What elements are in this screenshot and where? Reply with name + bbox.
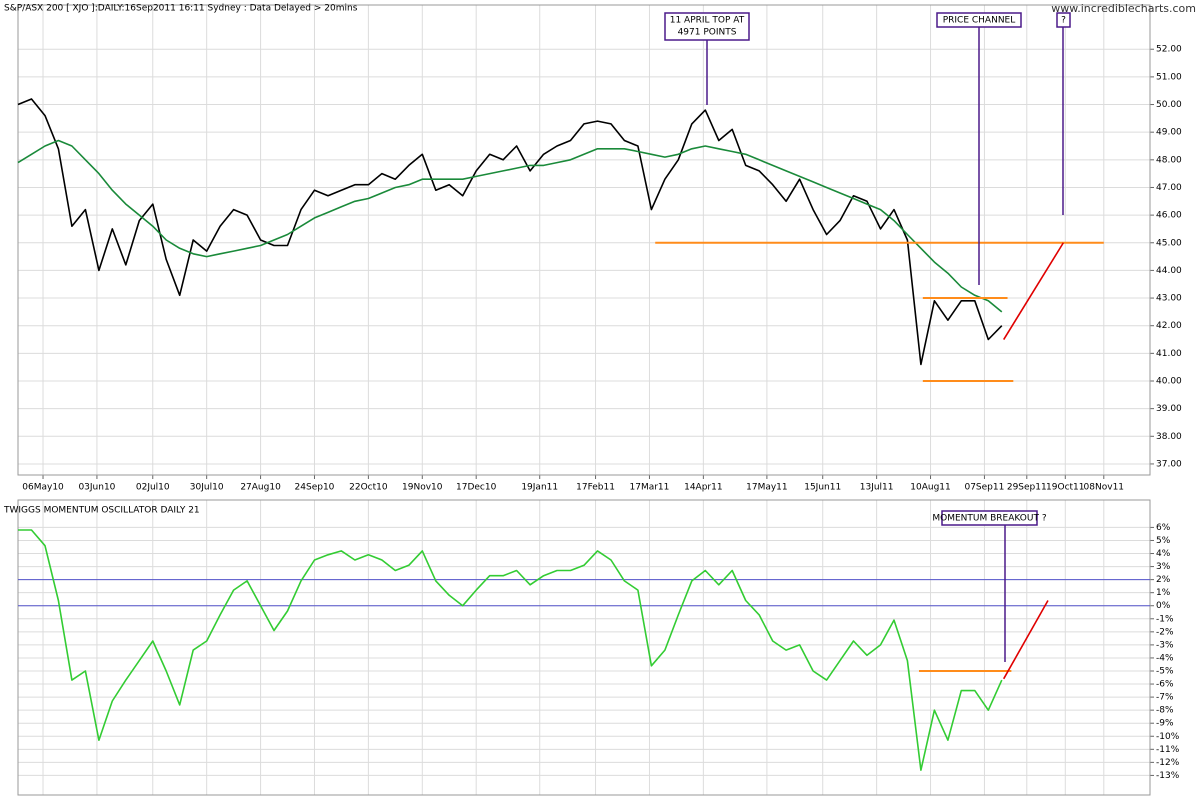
y-tick-label: -5% — [1156, 666, 1174, 676]
annotation-text: MOMENTUM BREAKOUT ? — [932, 514, 1046, 524]
x-tick-label: 07Sep11 — [964, 483, 1004, 493]
y-tick-label: 5% — [1156, 536, 1171, 546]
y-tick-label: -12% — [1156, 758, 1180, 768]
panel-title: S&P/ASX 200 [ XJO ]:DAILY:16Sep2011 16:1… — [4, 4, 358, 14]
x-tick-label: 24Sep10 — [295, 483, 335, 493]
y-tick-label: 37.00 — [1156, 459, 1182, 469]
y-tick-label: 1% — [1156, 588, 1171, 598]
x-tick-label: 17Feb11 — [576, 483, 615, 493]
y-tick-label: 38.00 — [1156, 432, 1182, 442]
x-tick-label: 03Jun10 — [78, 483, 115, 493]
annotation-text: 4971 POINTS — [678, 28, 737, 38]
panel-title: TWIGGS MOMENTUM OSCILLATOR DAILY 21 — [3, 506, 200, 516]
x-tick-label: 17May11 — [746, 483, 788, 493]
x-tick-label: 10Aug11 — [910, 483, 950, 493]
x-tick-label: 27Aug10 — [240, 483, 281, 493]
y-tick-label: -6% — [1156, 680, 1174, 690]
y-tick-label: 50.00 — [1156, 100, 1182, 110]
y-tick-label: -10% — [1156, 732, 1180, 742]
annotation-box — [664, 12, 750, 41]
annotation-box — [1056, 12, 1071, 28]
y-tick-label: -4% — [1156, 653, 1174, 663]
series-line — [17, 98, 1003, 366]
annotation-box — [941, 510, 1038, 526]
plot-frame — [17, 499, 1151, 796]
y-tick-label: 41.00 — [1156, 349, 1182, 359]
series-line — [17, 139, 1003, 313]
y-tick-label: 4% — [1156, 549, 1171, 559]
y-tick-label: 51.00 — [1156, 72, 1182, 82]
x-tick-label: 30Jul10 — [190, 483, 224, 493]
y-tick-label: -9% — [1156, 719, 1174, 729]
y-tick-label: -1% — [1156, 614, 1174, 624]
y-tick-label: -8% — [1156, 706, 1174, 716]
x-tick-label: 19Oct11 — [1046, 483, 1084, 493]
y-tick-label: -2% — [1156, 627, 1174, 637]
x-tick-label: 19Nov10 — [402, 483, 443, 493]
x-tick-label: 19Jan11 — [521, 483, 558, 493]
y-tick-label: 0% — [1156, 601, 1171, 611]
x-tick-label: 13Jul11 — [860, 483, 894, 493]
y-tick-label: 52.00 — [1156, 45, 1182, 55]
x-tick-label: 29Sep11 — [1007, 483, 1047, 493]
y-tick-label: 40.00 — [1156, 377, 1182, 387]
x-tick-label: 15Jun11 — [804, 483, 841, 493]
x-tick-label: 17Mar11 — [630, 483, 670, 493]
series-line — [18, 529, 1003, 771]
y-tick-label: 49.00 — [1156, 128, 1182, 138]
y-tick-label: 43.00 — [1156, 294, 1182, 304]
trend-line — [1002, 600, 1049, 680]
y-tick-label: 3% — [1156, 562, 1171, 572]
y-tick-label: -7% — [1156, 693, 1174, 703]
y-tick-label: -11% — [1156, 745, 1180, 755]
annotation-text: PRICE CHANNEL — [943, 16, 1016, 26]
y-tick-label: -3% — [1156, 640, 1174, 650]
y-tick-label: 6% — [1156, 523, 1171, 533]
y-tick-label: 47.00 — [1156, 183, 1182, 193]
annotation-text: 11 APRIL TOP AT — [670, 16, 745, 26]
x-tick-label: 14Apr11 — [684, 483, 722, 493]
y-tick-label: 44.00 — [1156, 266, 1182, 276]
annotation-text: ? — [1061, 16, 1066, 26]
watermark: www.incrediblecharts.com — [1051, 2, 1196, 15]
x-tick-label: 06May10 — [22, 483, 64, 493]
x-tick-label: 08Nov11 — [1084, 483, 1124, 493]
y-tick-label: 42.00 — [1156, 321, 1182, 331]
y-tick-label: 39.00 — [1156, 404, 1182, 414]
x-tick-label: 02Jul10 — [136, 483, 170, 493]
y-tick-label: 2% — [1156, 575, 1171, 585]
x-tick-label: 17Dec10 — [456, 483, 497, 493]
plot-layer: 37.00 38.00 39.00 40.00 41.00 42.00 43.00 44.00… — [3, 2, 1196, 796]
y-tick-label: 48.00 — [1156, 155, 1182, 165]
y-tick-label: 45.00 — [1156, 238, 1182, 248]
plot-frame — [17, 4, 1151, 476]
trend-line — [1003, 242, 1065, 340]
annotation-box — [936, 12, 1022, 28]
y-tick-label: 46.00 — [1156, 211, 1182, 221]
x-tick-label: 22Oct10 — [349, 483, 388, 493]
y-tick-label: -13% — [1156, 771, 1180, 781]
